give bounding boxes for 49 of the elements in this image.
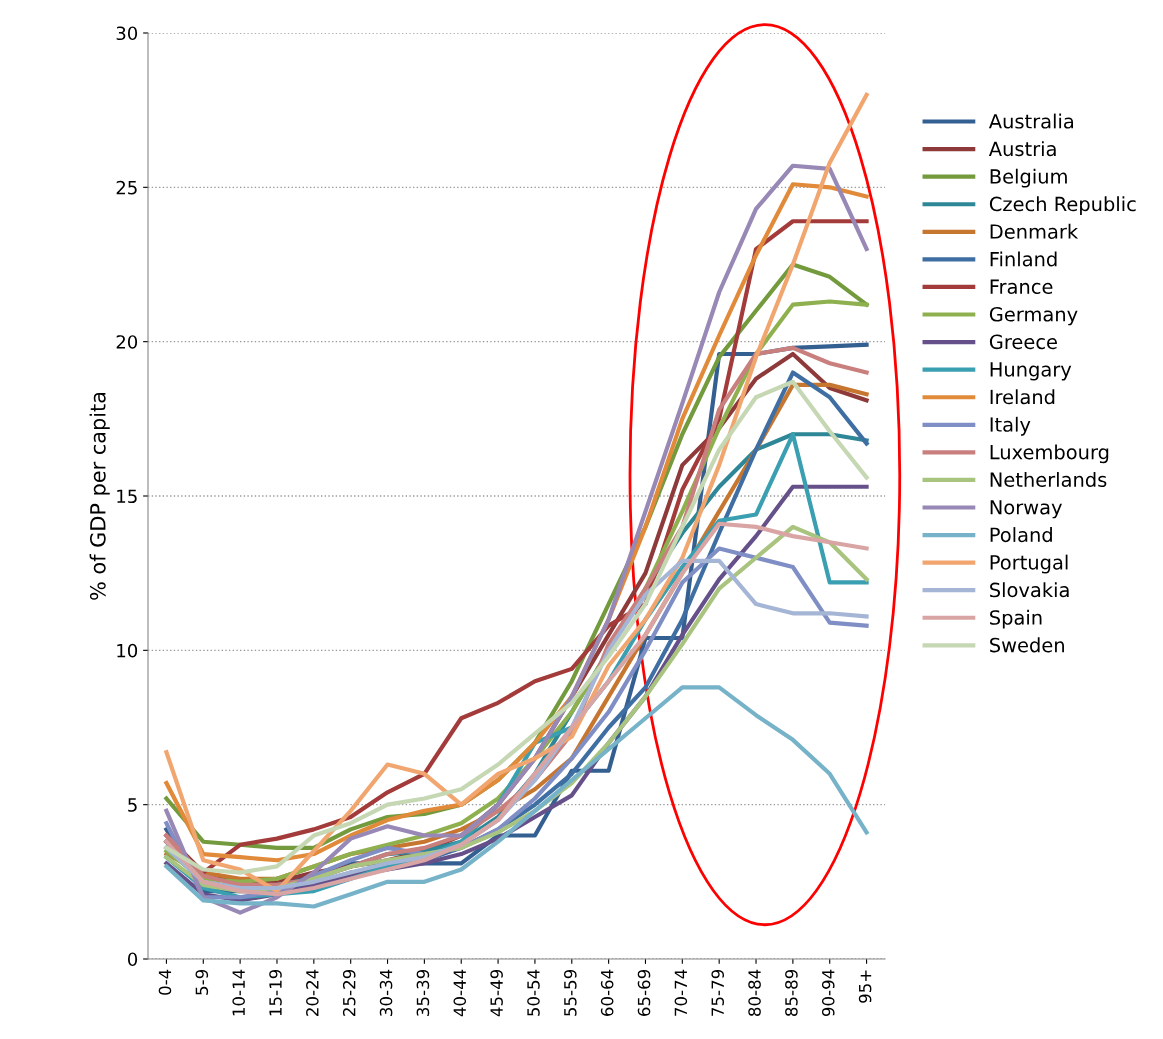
legend-label: Poland [990, 527, 1052, 543]
line-series [164, 685, 869, 909]
legend-label: Sweden [990, 637, 1064, 653]
x-tick-label: 55-59 [564, 969, 577, 1016]
legend-label: Hungary [990, 362, 1072, 381]
x-tick-label: 60-64 [600, 969, 614, 1016]
y-tick-label: 30 [116, 26, 138, 41]
legend-label: Belgium [990, 168, 1067, 188]
legend-label: Australia [988, 113, 1074, 129]
x-tick-label: 5-9 [195, 969, 209, 995]
x-tick-label: 45-49 [490, 969, 503, 1017]
x-tick-label: 20-24 [306, 969, 319, 1016]
legend-label: Czech Republic [989, 196, 1136, 216]
legend-label: Ireland [990, 389, 1055, 405]
y-tick-label: 20 [116, 335, 138, 349]
x-tick-label: 85-89 [785, 969, 798, 1017]
x-tick-label: 30-34 [379, 969, 393, 1016]
legend-label: Slovakia [990, 582, 1069, 598]
x-tick-label: 25-29 [342, 969, 356, 1016]
legend-label: Finland [990, 251, 1057, 267]
x-tick-label: 70-74 [674, 969, 688, 1016]
legend-label: Austria [988, 141, 1056, 157]
legend-label: Germany [989, 306, 1078, 326]
y-tick-label: 10 [117, 643, 138, 658]
legend-label: Portugal [990, 554, 1068, 574]
legend-label: Norway [990, 500, 1062, 519]
legend-label: Luxembourg [990, 444, 1109, 464]
x-tick-label: 40-44 [453, 969, 467, 1017]
x-tick-label: 15-19 [269, 969, 282, 1016]
legend-label: Denmark [990, 223, 1079, 239]
x-tick-label: 0-4 [158, 969, 172, 995]
legend-label: Italy [990, 416, 1031, 436]
x-tick-label: 50-54 [527, 969, 540, 1016]
y-axis-title: % of GDP per capita [89, 392, 110, 600]
legend-label: Greece [989, 334, 1057, 350]
x-tick-label: 10-14 [232, 969, 245, 1016]
x-tick-label: 80-84 [748, 969, 761, 1017]
legend-label: France [990, 279, 1053, 295]
y-tick-label: 25 [116, 180, 137, 195]
x-tick-label: 95+ [858, 970, 872, 1003]
y-tick-label: 5 [128, 798, 137, 812]
x-tick-label: 90-94 [821, 969, 835, 1017]
y-tick-label: 15 [117, 489, 137, 504]
legend-label: Spain [990, 609, 1042, 629]
x-tick-label: 35-39 [416, 969, 430, 1016]
x-tick-label: 65-69 [637, 969, 651, 1016]
legend-label: Netherlands [990, 471, 1107, 488]
x-tick-label: 75-79 [711, 969, 725, 1016]
y-tick-label: 0 [127, 952, 138, 967]
